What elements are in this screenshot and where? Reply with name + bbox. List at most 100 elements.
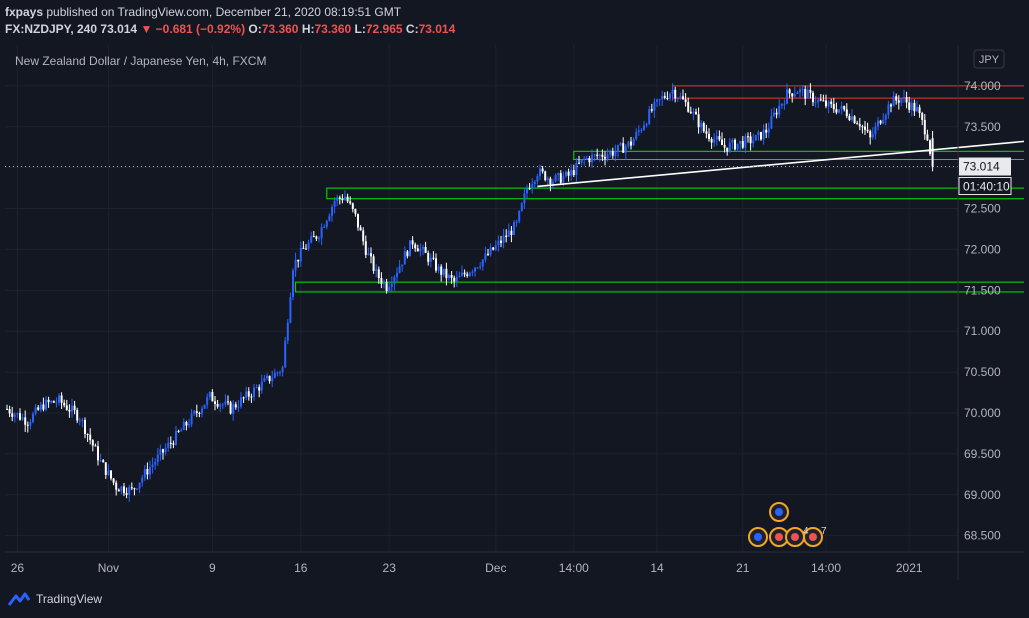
flag-dot-icon [775, 508, 783, 516]
candle-body [585, 158, 588, 160]
candle-body [424, 247, 427, 253]
candle-body [554, 174, 557, 182]
candle-body [897, 100, 900, 103]
candle-body [632, 139, 635, 146]
candle-body [583, 158, 586, 160]
candle-body [536, 176, 539, 182]
candle-body [6, 408, 8, 410]
candle-body [786, 89, 788, 104]
candle-body [63, 402, 66, 406]
candle-body [689, 111, 692, 114]
candle-body [84, 419, 86, 434]
candle-body [500, 240, 502, 243]
candle-body [843, 105, 846, 110]
support-zone[interactable] [573, 150, 1024, 160]
candle-body [461, 272, 463, 276]
candle-body [232, 404, 235, 414]
candle-body [606, 154, 609, 159]
candle-body [814, 102, 817, 104]
candle-body [895, 96, 898, 101]
candle-body [601, 154, 604, 158]
candle-body [715, 136, 718, 140]
candle-body [721, 139, 723, 146]
currency-button[interactable]: JPY [973, 49, 1005, 69]
time-axis[interactable]: 26 Nov 9 16 23 Dec 14:00 14 21 14:00 2021 [11, 561, 923, 575]
candle-body [281, 367, 284, 373]
currency-label: JPY [979, 54, 1000, 66]
candle-body [169, 442, 172, 444]
tradingview-logo-icon[interactable] [8, 592, 30, 606]
candle-body [531, 184, 534, 189]
support-zone[interactable] [295, 281, 1024, 293]
candle-body [172, 443, 175, 445]
candle-body [541, 168, 544, 172]
candle-body [749, 136, 752, 144]
candle-body [892, 96, 895, 107]
candle-body [351, 203, 354, 210]
candle-body [104, 462, 107, 476]
chart-title: New Zealand Dollar / Japanese Yen, 4h, F… [15, 54, 266, 68]
candle-body [663, 96, 666, 98]
candle-body [416, 248, 419, 252]
candle-body [588, 158, 591, 163]
candle-body [406, 251, 409, 257]
candle-body [801, 89, 804, 91]
candle-body [622, 143, 625, 153]
candle-body [409, 240, 411, 257]
candle-body [882, 119, 885, 124]
candle-body [778, 105, 781, 115]
candle-body [94, 445, 97, 447]
candle-body [177, 430, 180, 432]
candle-body [268, 375, 271, 382]
flag-dot-icon [775, 533, 783, 541]
candle-body [8, 409, 11, 414]
candle-body [307, 242, 310, 249]
candle-body [890, 104, 892, 107]
candle-body [650, 109, 653, 111]
candle-body [747, 136, 749, 138]
candles [6, 83, 934, 502]
candle-body [338, 197, 341, 199]
candle-body [188, 424, 190, 426]
candle-body [229, 402, 232, 414]
support-zone[interactable] [326, 187, 1024, 200]
candle-body [367, 253, 370, 255]
candle-body [115, 482, 118, 490]
candle-body [637, 130, 640, 132]
candle-body [260, 381, 263, 391]
candle-body [900, 98, 903, 103]
author-name[interactable]: fxpays [5, 5, 44, 19]
candle-body [765, 129, 768, 133]
trend-line[interactable] [537, 132, 1024, 188]
candle-body [905, 97, 908, 103]
candle-body [305, 248, 307, 250]
candle-body [866, 129, 869, 132]
candle-body [617, 145, 619, 152]
candle-body [354, 209, 357, 214]
candle-body [185, 422, 188, 426]
candle-body [393, 276, 396, 284]
candle-body [211, 392, 214, 402]
candle-body [138, 482, 141, 489]
candle-body [596, 154, 599, 157]
candle-body [879, 120, 882, 124]
candle-body [598, 154, 601, 157]
price-chart[interactable]: New Zealand Dollar / Japanese Yen, 4h, F… [5, 45, 1024, 580]
candle-body [89, 434, 92, 441]
candle-body [68, 409, 71, 412]
candle-body [539, 168, 541, 177]
candle-body [162, 449, 164, 453]
candle-body [471, 271, 474, 273]
time-tick-label: 14:00 [811, 561, 841, 575]
candle-body [923, 119, 926, 135]
candle-body [380, 278, 383, 284]
candle-body [624, 146, 627, 153]
candle-body [858, 124, 861, 127]
candle-body [825, 100, 827, 107]
candle-body [796, 92, 799, 94]
brand-name[interactable]: TradingView [36, 592, 103, 606]
candle-body [372, 256, 375, 271]
candle-body [713, 139, 716, 143]
candle-body [572, 170, 575, 175]
